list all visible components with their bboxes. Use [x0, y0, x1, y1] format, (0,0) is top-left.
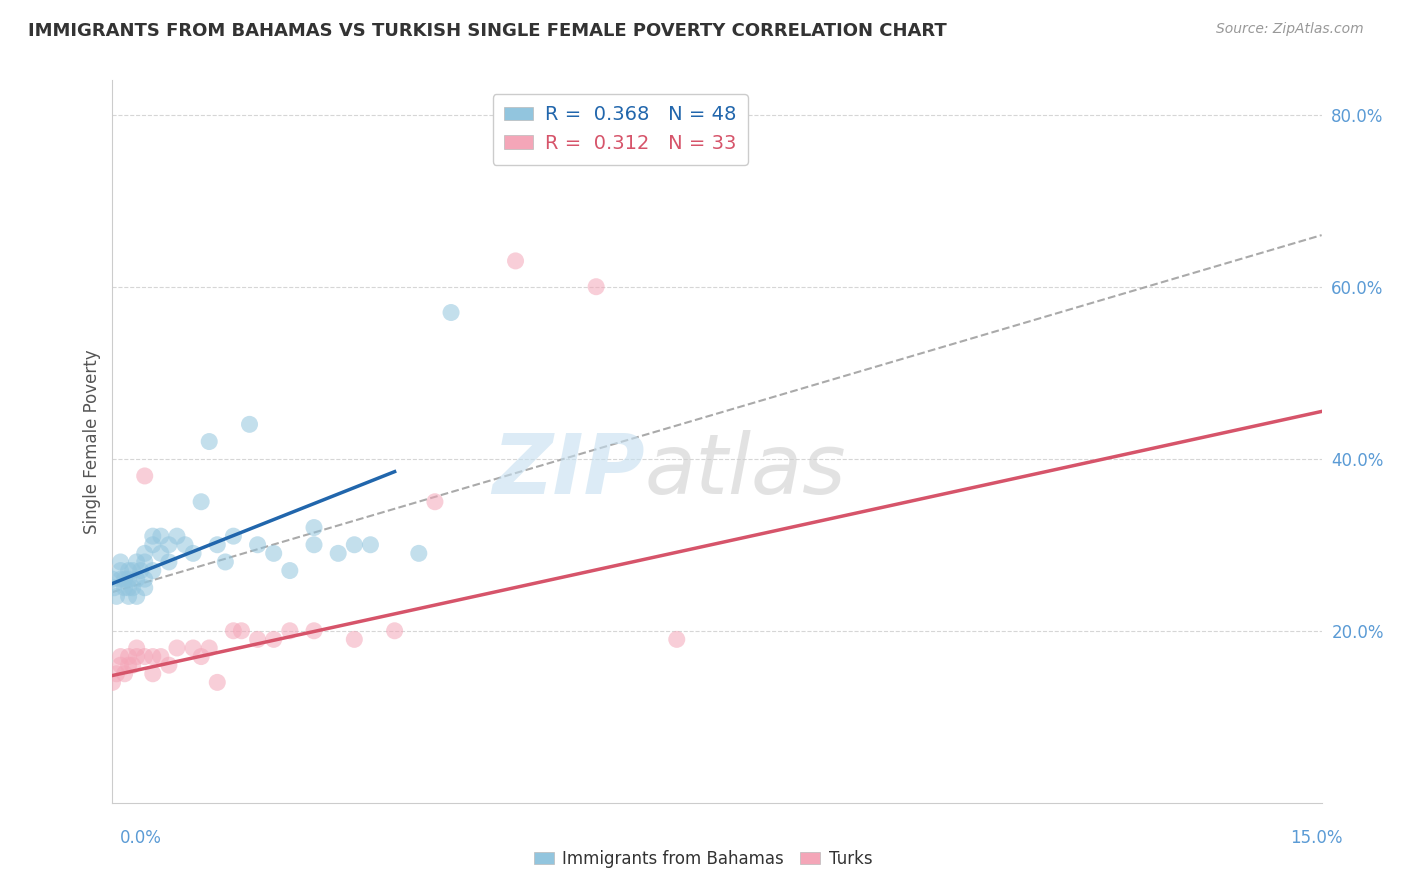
Point — [105, 666, 128, 681]
Point — [157, 658, 180, 673]
Point — [121, 581, 143, 595]
Point — [149, 649, 172, 664]
Point — [103, 581, 125, 595]
Point — [440, 305, 463, 319]
Point — [114, 581, 136, 595]
Point — [129, 564, 152, 578]
Point — [117, 649, 139, 664]
Text: atlas: atlas — [644, 430, 846, 511]
Point — [134, 649, 156, 664]
Point — [231, 624, 253, 638]
Point — [238, 417, 260, 432]
Point — [117, 581, 139, 595]
Point — [408, 546, 430, 560]
Point — [222, 624, 245, 638]
Point — [246, 632, 269, 647]
Point — [134, 572, 156, 586]
Point — [149, 546, 172, 560]
Point — [125, 590, 148, 604]
Text: Source: ZipAtlas.com: Source: ZipAtlas.com — [1216, 22, 1364, 37]
Point — [198, 434, 221, 449]
Point — [166, 640, 188, 655]
Point — [302, 538, 325, 552]
Point — [142, 649, 165, 664]
Point — [302, 624, 325, 638]
Text: IMMIGRANTS FROM BAHAMAS VS TURKISH SINGLE FEMALE POVERTY CORRELATION CHART: IMMIGRANTS FROM BAHAMAS VS TURKISH SINGL… — [28, 22, 946, 40]
Point — [302, 520, 325, 534]
Point — [121, 564, 143, 578]
Point — [198, 640, 221, 655]
Point — [134, 546, 156, 560]
Legend: R =  0.368   N = 48, R =  0.312   N = 33: R = 0.368 N = 48, R = 0.312 N = 33 — [492, 94, 748, 165]
Point — [117, 564, 139, 578]
Point — [125, 555, 148, 569]
Y-axis label: Single Female Poverty: Single Female Poverty — [83, 350, 101, 533]
Point — [343, 538, 366, 552]
Text: 0.0%: 0.0% — [120, 829, 162, 847]
Point — [214, 555, 236, 569]
Point — [157, 555, 180, 569]
Point — [134, 469, 156, 483]
Point — [246, 538, 269, 552]
Point — [278, 564, 301, 578]
Point — [117, 590, 139, 604]
Point — [207, 538, 229, 552]
Point — [101, 572, 124, 586]
Point — [134, 555, 156, 569]
Point — [181, 546, 204, 560]
Point — [505, 253, 527, 268]
Point — [125, 649, 148, 664]
Point — [134, 581, 156, 595]
Point — [117, 572, 139, 586]
Point — [166, 529, 188, 543]
Point — [359, 538, 381, 552]
Point — [149, 529, 172, 543]
Point — [207, 675, 229, 690]
Point — [142, 666, 165, 681]
Point — [142, 564, 165, 578]
Text: 15.0%: 15.0% — [1291, 829, 1343, 847]
Text: ZIP: ZIP — [492, 430, 644, 511]
Point — [110, 658, 132, 673]
Point — [142, 529, 165, 543]
Legend: Immigrants from Bahamas, Turks: Immigrants from Bahamas, Turks — [527, 844, 879, 875]
Point — [142, 538, 165, 552]
Point — [328, 546, 350, 560]
Point — [222, 529, 245, 543]
Point — [125, 572, 148, 586]
Point — [114, 666, 136, 681]
Point — [585, 279, 607, 293]
Point — [190, 649, 212, 664]
Point — [384, 624, 406, 638]
Point — [263, 632, 285, 647]
Point — [423, 494, 446, 508]
Point — [121, 658, 143, 673]
Point — [665, 632, 688, 647]
Point — [110, 564, 132, 578]
Point — [263, 546, 285, 560]
Point — [101, 675, 124, 690]
Point — [157, 538, 180, 552]
Point — [105, 590, 128, 604]
Point — [117, 658, 139, 673]
Point — [190, 494, 212, 508]
Point — [181, 640, 204, 655]
Point — [110, 649, 132, 664]
Point — [125, 640, 148, 655]
Point — [278, 624, 301, 638]
Point — [110, 572, 132, 586]
Point — [174, 538, 197, 552]
Point — [110, 555, 132, 569]
Point — [343, 632, 366, 647]
Point — [114, 572, 136, 586]
